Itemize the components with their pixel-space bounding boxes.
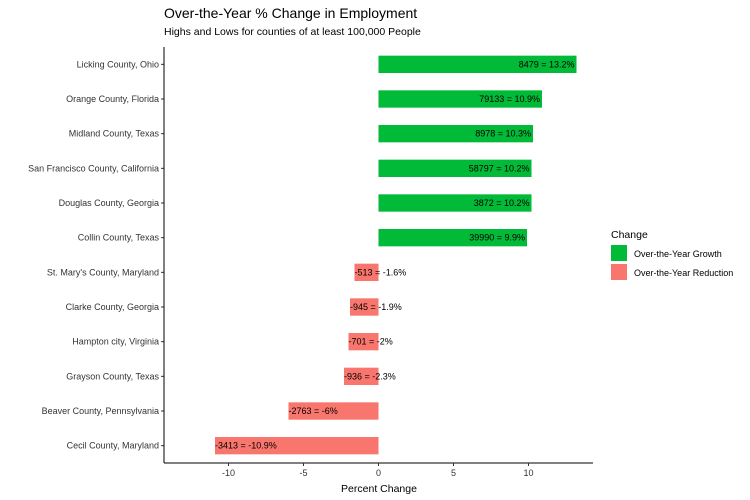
legend-label-reduction: Over-the-Year Reduction [634,268,733,278]
bar [378,194,532,212]
x-axis: -10 -5 0 5 10 [163,47,593,478]
y-tick-label: Licking County, Ohio [77,59,159,69]
bar-value-label: 8978 = 10.3% [475,129,531,139]
chart-subtitle: Highs and Lows for counties of at least … [164,26,421,38]
bar-value-label: 8479 = 13.2% [519,59,575,69]
bar-value-label: -2763 = -6% [289,406,338,416]
y-tick-label: Clarke County, Georgia [66,302,159,312]
bar-value-label: -701 = -2% [349,337,393,347]
y-tick-label: Midland County, Texas [69,129,160,139]
y-tick-label: Collin County, Texas [78,233,160,243]
y-axis-labels: Licking County, Ohio Orange County, Flori… [28,59,164,451]
x-tick-label: 0 [376,468,381,478]
bar [378,55,577,73]
y-tick-label: Grayson County, Texas [66,371,159,381]
y-tick-label: Orange County, Florida [66,94,159,104]
bar [378,125,533,143]
y-tick-label: Douglas County, Georgia [59,198,159,208]
y-tick-label: Cecil County, Maryland [67,441,159,451]
bar-value-label: 79133 = 10.9% [479,94,540,104]
y-tick-label: San Francisco County, California [28,163,159,173]
x-tick-label: 10 [523,468,533,478]
bar [344,367,379,385]
bar [378,90,542,108]
legend: Change Over-the-Year Growth Over-the-Yea… [611,229,733,280]
bar [378,229,527,247]
bar [378,159,532,177]
y-tick-label: Beaver County, Pennsylvania [42,406,159,416]
x-tick-label: 5 [451,468,456,478]
x-tick-label: -5 [299,468,307,478]
legend-title: Change [611,229,648,241]
legend-swatch-growth [611,245,627,261]
bar-value-label: 39990 = 9.9% [469,233,525,243]
bar [348,333,379,351]
bar [354,263,379,281]
bar-value-label: 58797 = 10.2% [469,163,530,173]
x-tick-label: -10 [222,468,235,478]
bar [215,437,379,455]
chart-title: Over-the-Year % Change in Employment [164,5,417,21]
bar-value-label: 3872 = 10.2% [474,198,530,208]
x-axis-title: Percent Change [341,483,417,495]
bar [350,298,379,316]
legend-swatch-reduction [611,264,627,280]
bar-value-label: -936 = -2.3% [344,371,396,381]
bar-value-label: -945 = -1.9% [350,302,402,312]
bars-group: 8479 = 13.2% 79133 = 10.9% 8978 = 10.3% 587… [215,55,577,455]
bar-value-label: -513 = -1.6% [355,267,407,277]
y-tick-label: St. Mary's County, Maryland [47,267,159,277]
bar-value-label: -3413 = -10.9% [215,441,277,451]
legend-label-growth: Over-the-Year Growth [634,249,722,259]
bar [288,402,379,420]
y-tick-label: Hampton city, Virginia [72,337,159,347]
